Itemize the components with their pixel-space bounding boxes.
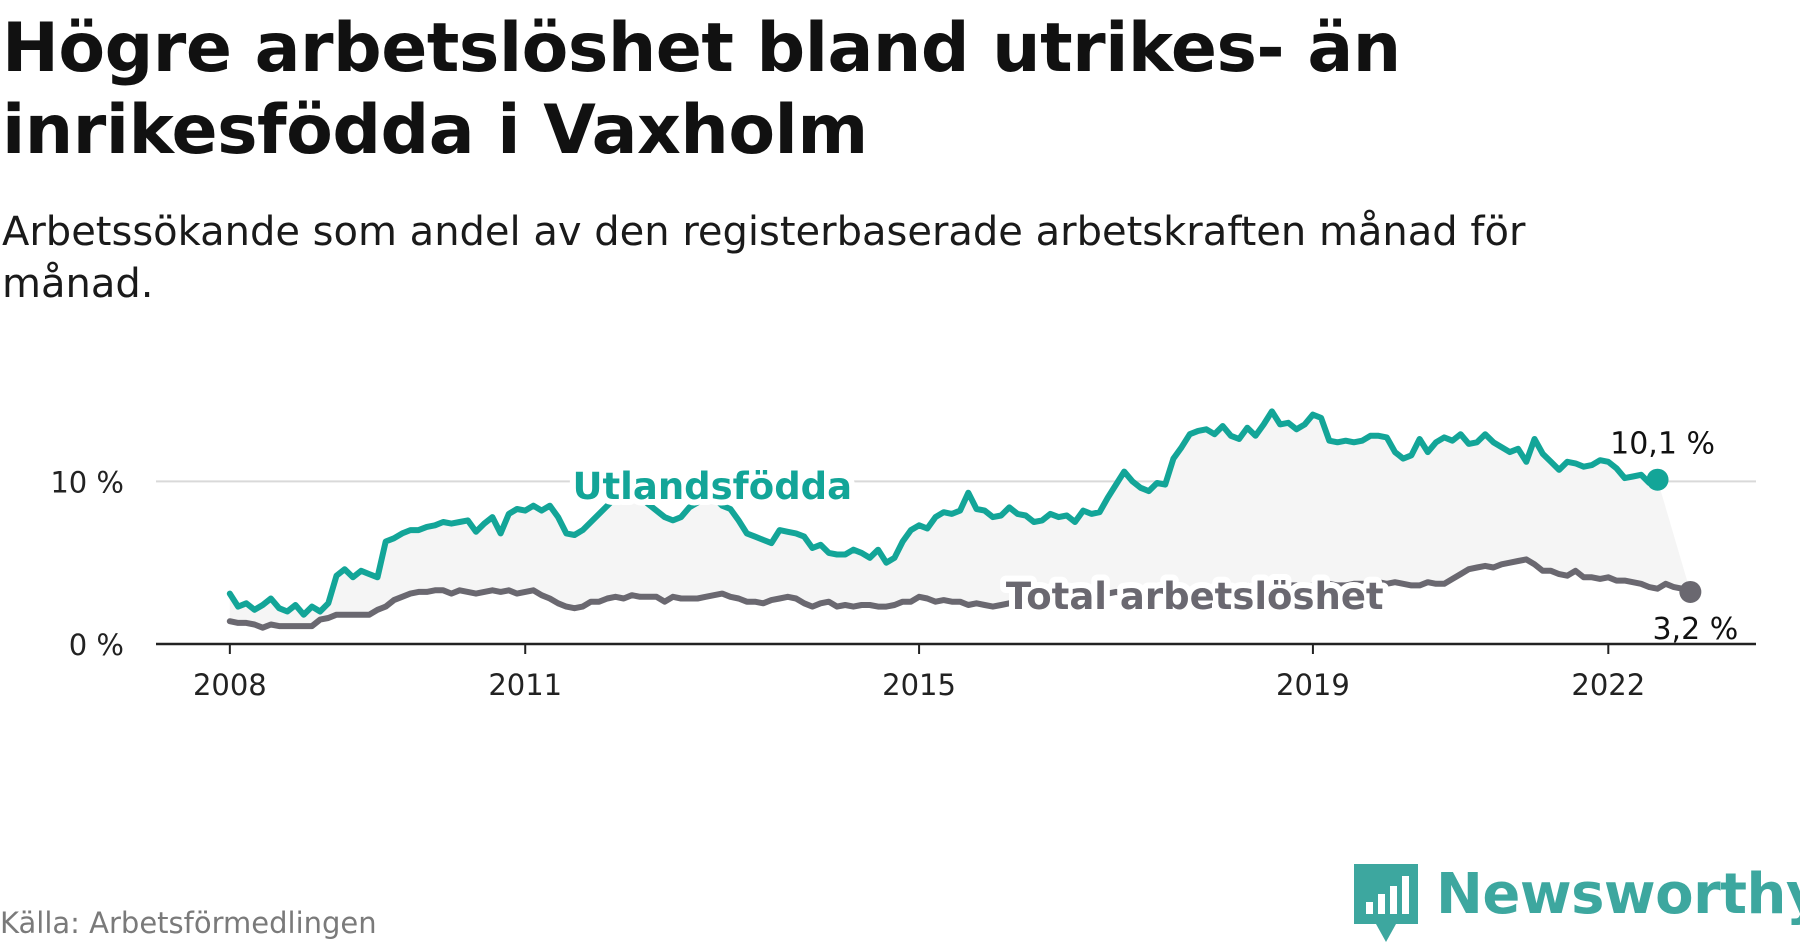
series-label-utlandsfodda: Utlandsfödda <box>572 465 852 508</box>
x-tick-label: 2015 <box>882 668 956 702</box>
x-tick-label: 2011 <box>488 668 562 702</box>
newsworthy-logo-icon <box>1354 864 1418 942</box>
series-lines <box>226 408 1702 631</box>
series-label-total-halo: Total arbetslöshet <box>1006 575 1384 618</box>
x-tick-label: 2019 <box>1276 668 1350 702</box>
x-tick-label: 2008 <box>193 668 267 702</box>
series-label-utlandsfodda-halo: Utlandsfödda <box>572 465 852 508</box>
series-line-total <box>226 556 1694 631</box>
end-value-total: 3,2 % <box>1652 612 1738 647</box>
end-value-utlandsfodda-halo: 10,1 % <box>1610 427 1715 462</box>
series-label-total: Total arbetslöshet <box>1006 575 1384 618</box>
chart-title: Högre arbetslöshet bland utrikes- än inr… <box>2 9 1401 170</box>
endpoint-dot-total <box>1679 580 1702 603</box>
gap-band-area <box>229 411 1691 628</box>
axes: 0 % 10 % 2008 2011 2015 2019 2022 <box>50 465 1756 702</box>
series-line-utlandsfodda <box>226 408 1661 618</box>
x-tick-label: 2022 <box>1571 668 1645 702</box>
gap-band <box>229 411 1691 628</box>
endpoint-dot-utlandsfodda <box>1646 468 1669 491</box>
brand-logo[interactable]: Newsworthy <box>1348 858 1800 948</box>
chart-subtitle: Arbetssökande som andel av den registerb… <box>2 209 1526 307</box>
y-tick-label: 10 % <box>50 465 124 499</box>
source-note: Källa: Arbetsförmedlingen <box>0 906 377 940</box>
y-tick-label: 0 % <box>69 628 124 662</box>
brand-name: Newsworthy <box>1436 862 1800 927</box>
end-value-utlandsfodda: 10,1 % <box>1610 427 1715 462</box>
